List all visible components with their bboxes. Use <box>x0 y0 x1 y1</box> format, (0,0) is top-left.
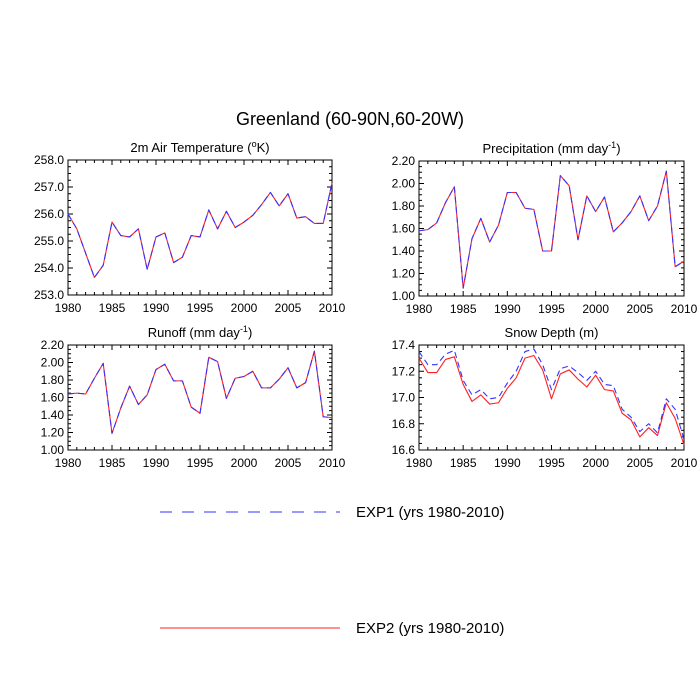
snow-depth-xtick-label: 1985 <box>450 456 477 470</box>
precipitation-ytick-label: 1.80 <box>392 199 416 213</box>
snow-depth-ytick-label: 17.4 <box>392 338 416 352</box>
snow-depth-xtick-label: 1995 <box>538 456 565 470</box>
precipitation-xtick-label: 1995 <box>538 302 565 316</box>
snow-depth-xtick-label: 1990 <box>494 456 521 470</box>
air-temperature-ytick-label: 255.0 <box>34 234 64 248</box>
snow-depth-ytick-label: 17.2 <box>392 364 416 378</box>
runoff-xtick-label: 1995 <box>187 456 214 470</box>
air-temperature-xtick-label: 2010 <box>319 301 346 315</box>
air-temperature-xtick-label: 2000 <box>231 301 258 315</box>
precipitation-ytick-label: 2.00 <box>392 177 416 191</box>
snow-depth-ytick-label: 16.8 <box>392 417 416 431</box>
air-temperature-frame <box>67 159 333 296</box>
precipitation-xtick-label: 1985 <box>450 302 477 316</box>
runoff-ytick-label: 1.20 <box>41 426 65 440</box>
air-temperature-ytick-label: 258.0 <box>34 153 64 167</box>
air-temperature-xtick-label: 1990 <box>143 301 170 315</box>
air-temperature-xtick-label: 1980 <box>55 301 82 315</box>
precipitation-xtick-label: 2010 <box>671 302 698 316</box>
legend-label-exp1: EXP1 (yrs 1980-2010) <box>356 504 504 521</box>
panel-snow-depth: Snow Depth (m) 1980 1985 1990 1995 2000 2005 20… <box>392 325 698 470</box>
air-temperature-ytick-label: 253.0 <box>34 288 64 302</box>
precipitation-xtick-label: 2000 <box>582 302 609 316</box>
panel-runoff: Runoff (mm day-1) 1980 1985 1990 1995 2000 200… <box>41 324 346 470</box>
precipitation-ytick-label: 1.40 <box>392 244 416 258</box>
snow-depth-title: Snow Depth (m) <box>505 325 599 340</box>
runoff-series-exp1 <box>67 350 333 434</box>
panel-precipitation: Precipitation (mm day-1) 1980 1985 1990 1995… <box>392 140 698 316</box>
snow-depth-series-exp1 <box>418 348 685 440</box>
precipitation-xtick-label: 1990 <box>494 302 521 316</box>
precipitation-ytick-label: 2.20 <box>392 154 416 168</box>
snow-depth-xtick-label: 1980 <box>406 456 433 470</box>
precipitation-ytick-label: 1.20 <box>392 267 416 281</box>
legend: EXP1 (yrs 1980-2010) EXP2 (yrs 1980-2010… <box>160 504 504 637</box>
snow-depth-ytick-label: 17.0 <box>392 391 416 405</box>
snow-depth-series-exp2 <box>418 354 685 445</box>
precipitation-title: Precipitation (mm day-1) <box>482 140 620 156</box>
snow-depth-ytick-label: 16.6 <box>392 443 416 457</box>
precipitation-ytick-label: 1.00 <box>392 289 416 303</box>
runoff-ytick-label: 2.20 <box>41 338 65 352</box>
runoff-ytick-label: 2.00 <box>41 356 65 370</box>
runoff-xtick-label: 1985 <box>99 456 126 470</box>
runoff-ytick-label: 1.80 <box>41 373 65 387</box>
runoff-xtick-label: 2000 <box>231 456 258 470</box>
air-temperature-title: 2m Air Temperature (oK) <box>130 139 269 155</box>
runoff-ytick-label: 1.40 <box>41 408 65 422</box>
air-temperature-xtick-label: 1985 <box>99 301 126 315</box>
precipitation-frame <box>418 160 685 297</box>
runoff-xtick-label: 2010 <box>319 456 346 470</box>
snow-depth-xtick-label: 2010 <box>671 456 698 470</box>
runoff-series-exp2 <box>67 350 333 434</box>
air-temperature-ytick-label: 257.0 <box>34 180 64 194</box>
figure-title: Greenland (60-90N,60-20W) <box>236 109 464 129</box>
precipitation-series-exp2 <box>418 170 685 289</box>
runoff-ytick-label: 1.00 <box>41 443 65 457</box>
air-temperature-series-exp1 <box>67 182 333 279</box>
air-temperature-ytick-label: 254.0 <box>34 261 64 275</box>
snow-depth-xtick-label: 2000 <box>582 456 609 470</box>
precipitation-xtick-label: 2005 <box>626 302 653 316</box>
air-temperature-ytick-label: 256.0 <box>34 207 64 221</box>
air-temperature-xtick-label: 1995 <box>187 301 214 315</box>
runoff-xtick-label: 2005 <box>275 456 302 470</box>
runoff-xtick-label: 1990 <box>143 456 170 470</box>
precipitation-ytick-label: 1.60 <box>392 222 416 236</box>
snow-depth-xtick-label: 2005 <box>626 456 653 470</box>
legend-label-exp2: EXP2 (yrs 1980-2010) <box>356 620 504 637</box>
runoff-title: Runoff (mm day-1) <box>148 324 253 340</box>
precipitation-xtick-label: 1980 <box>406 302 433 316</box>
panel-air-temperature: 2m Air Temperature (oK) 1980 1985 1990 1995 2… <box>34 139 346 315</box>
air-temperature-xtick-label: 2005 <box>275 301 302 315</box>
runoff-xtick-label: 1980 <box>55 456 82 470</box>
air-temperature-series-exp2 <box>67 182 333 279</box>
runoff-ytick-label: 1.60 <box>41 391 65 405</box>
precipitation-series-exp1 <box>418 170 685 289</box>
